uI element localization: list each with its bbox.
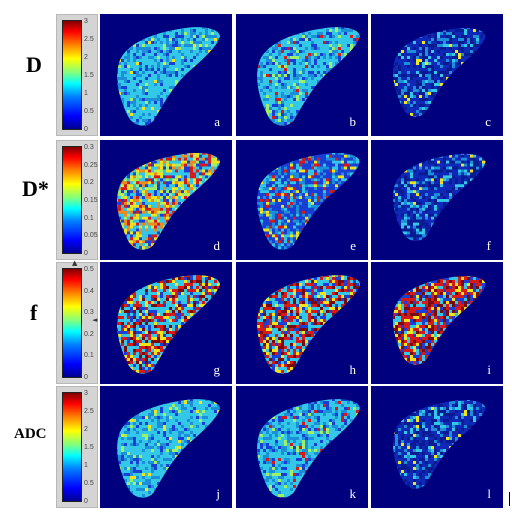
- row-label: ADC: [14, 426, 47, 443]
- colorbar-tick-label: 2: [84, 426, 88, 434]
- parameter-map-panel: d: [100, 140, 232, 260]
- colorbar-gradient: [62, 392, 82, 502]
- colorbar-tick-label: 0.3: [84, 309, 94, 317]
- colorbar-tick-label: 0.5: [84, 108, 94, 116]
- liver-map-image: [117, 399, 220, 498]
- liver-map-image: [393, 28, 486, 117]
- panel-letter: i: [487, 362, 491, 378]
- colorbar-tick-label: 2.5: [84, 36, 94, 44]
- parameter-map-panel: f: [371, 140, 503, 260]
- parameter-map-panel: e: [236, 140, 368, 260]
- colorbar-tick-label: 0.15: [84, 197, 98, 205]
- liver-map-image: [393, 276, 486, 365]
- parameter-map-panel: a: [100, 14, 232, 136]
- liver-map-image: [117, 153, 220, 250]
- panel-letter: k: [350, 486, 357, 502]
- colorbar-tick-label: 0.2: [84, 331, 94, 339]
- liver-map-image: [393, 153, 486, 241]
- panel-letter: e: [350, 238, 356, 254]
- colorbar: 0.5 0.4 0.3 0.2 0.1 0: [56, 262, 98, 384]
- colorbar-tick-label: 0.1: [84, 215, 94, 223]
- row-label: D: [26, 52, 42, 78]
- colorbar-tick-label: 0.2: [84, 179, 94, 187]
- colorbar-tick-label: 3: [84, 18, 88, 26]
- colorbar-tick-label: 0: [84, 498, 88, 506]
- colorbar-tick-label: 1.5: [84, 444, 94, 452]
- colorbar-tick-label: 0: [84, 374, 88, 382]
- colorbar-tick-label: 0.4: [84, 288, 94, 296]
- colorbar-tick-label: 0.25: [84, 162, 98, 170]
- liver-map-image: [257, 27, 360, 126]
- parameter-map-panel: l: [371, 386, 503, 508]
- parameter-map-panel: j: [100, 386, 232, 508]
- colorbar-tick-label: 0.5: [84, 266, 94, 274]
- colorbar-tick-label: 0: [84, 126, 88, 134]
- parameter-map-panel: b: [236, 14, 368, 136]
- colorbar: 0.3 0.25 0.2 0.15 0.1 0.05 0: [56, 140, 98, 260]
- parameter-map-panel: i: [371, 262, 503, 384]
- colorbar-tick-label: 0.1: [84, 352, 94, 360]
- panel-letter: c: [485, 114, 491, 130]
- colorbar-tick-label: 1: [84, 462, 88, 470]
- parameter-map-panel: k: [236, 386, 368, 508]
- colorbar-tick-label: 0.5: [84, 480, 94, 488]
- row-label: f: [30, 300, 37, 326]
- colorbar-gradient: [62, 20, 82, 130]
- colorbar-gradient: [62, 268, 82, 378]
- colorbar-tick-label: 1.5: [84, 72, 94, 80]
- panel-letter: b: [350, 114, 357, 130]
- liver-map-image: [117, 27, 220, 126]
- panel-letter: h: [350, 362, 357, 378]
- panel-letter: l: [487, 486, 491, 502]
- liver-map-image: [393, 400, 486, 489]
- colorbar-tick-label: 3: [84, 390, 88, 398]
- colorbar-gradient: [62, 146, 82, 254]
- colorbar-tick-label: 0.3: [84, 144, 94, 152]
- panel-letter: a: [214, 114, 220, 130]
- edge-mark: [509, 492, 510, 506]
- colorbar: 3 2.5 2 1.5 1 0.5 0: [56, 14, 98, 136]
- liver-map-image: [257, 275, 360, 374]
- panel-letter: g: [214, 362, 221, 378]
- colorbar-tick-label: 0: [84, 250, 88, 258]
- parameter-map-panel: h: [236, 262, 368, 384]
- panel-letter: j: [216, 486, 220, 502]
- colorbar-tick-label: 2: [84, 54, 88, 62]
- row-label: D*: [22, 176, 49, 202]
- panel-letter: d: [214, 238, 221, 254]
- liver-map-image: [257, 399, 360, 498]
- colorbar-marker-icon: ▲: [72, 259, 77, 267]
- liver-map-image: [117, 275, 220, 374]
- parameter-map-panel: g: [100, 262, 232, 384]
- panel-letter: f: [487, 238, 491, 254]
- colorbar-tick-label: 1: [84, 90, 88, 98]
- parameter-map-panel: c: [371, 14, 503, 136]
- colorbar-marker-icon: ◄: [92, 316, 97, 324]
- colorbar-tick-label: 0.05: [84, 232, 98, 240]
- liver-map-image: [257, 153, 360, 250]
- colorbar-tick-label: 2.5: [84, 408, 94, 416]
- colorbar: 3 2.5 2 1.5 1 0.5 0: [56, 386, 98, 508]
